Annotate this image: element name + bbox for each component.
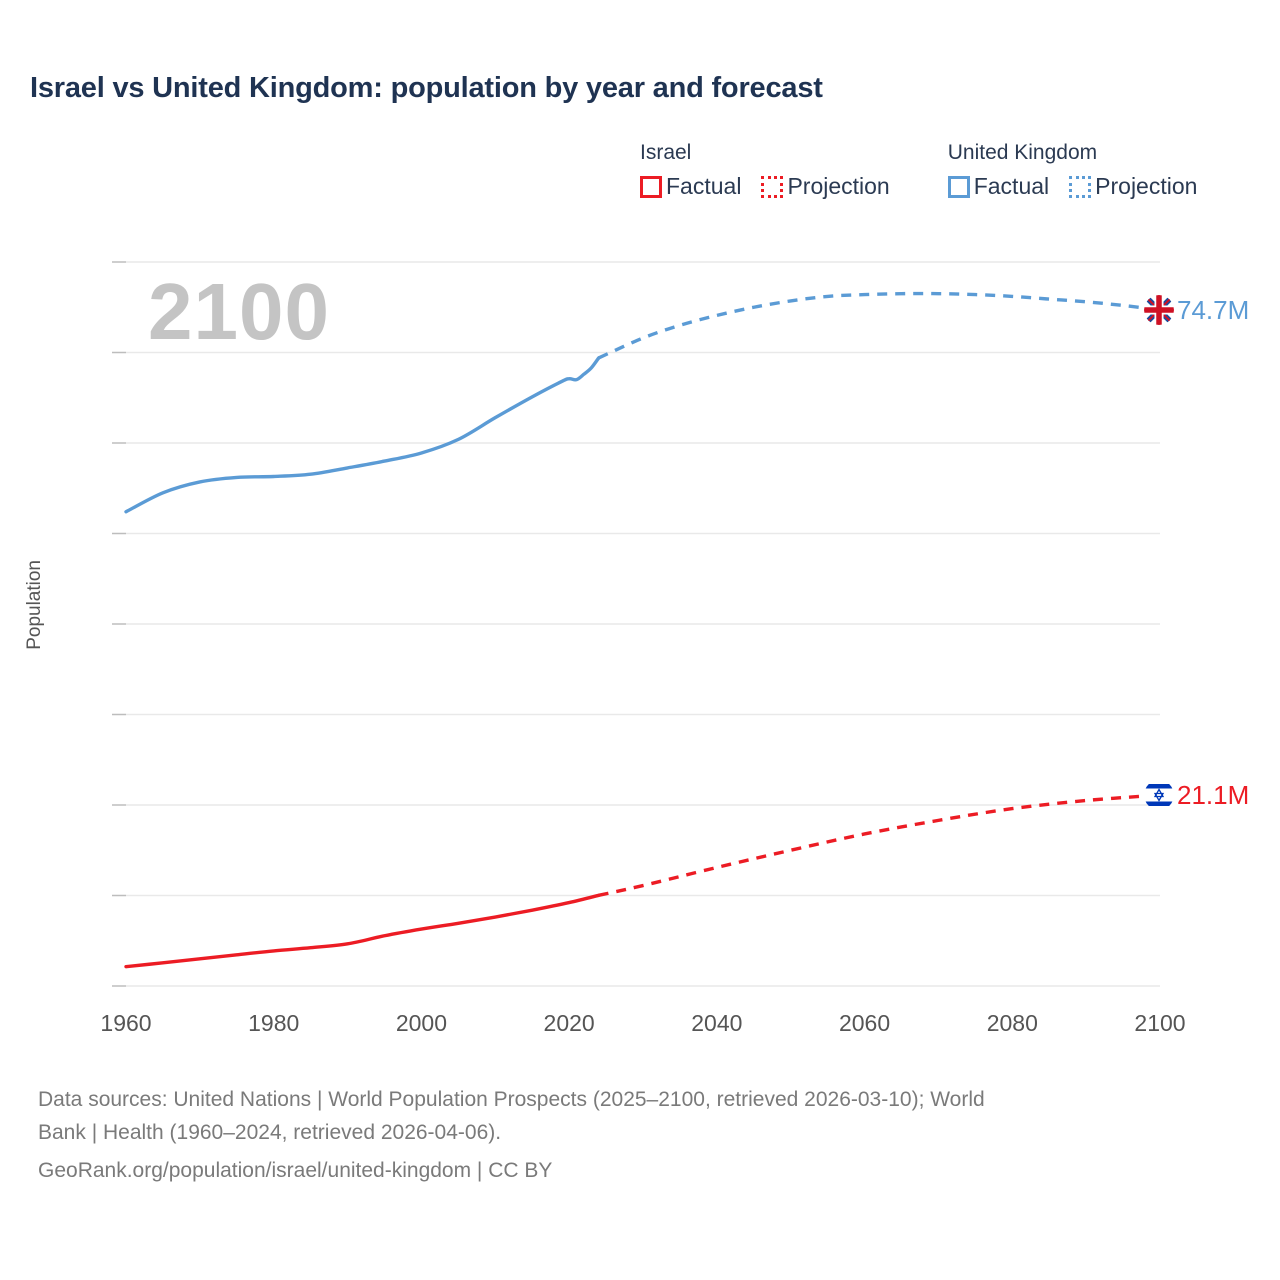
legend-item-israel-projection[interactable]: Projection	[761, 173, 890, 199]
legend-group-united-kingdom: United Kingdom Factual Projection	[947, 141, 1197, 199]
legend-label-uk-factual: Factual	[973, 173, 1050, 199]
end-value-united-kingdom: 74.7M	[1177, 294, 1250, 325]
x-tick-label: 2080	[986, 1010, 1038, 1036]
israel-flag-icon	[1144, 780, 1174, 811]
footer-line-3: GeoRank.org/population/israel/united-kin…	[38, 1159, 553, 1183]
line-factual-united-kingdom	[124, 356, 601, 514]
end-label-israel: 21.1M	[1144, 780, 1250, 811]
end-value-israel: 21.1M	[1177, 780, 1250, 811]
end-label-united-kingdom: 74.7M	[1144, 294, 1250, 325]
x-tick-label: 2040	[691, 1010, 743, 1036]
legend-swatch-dotted-red-icon	[761, 175, 784, 198]
legend-swatch-dotted-blue-icon	[1069, 175, 1092, 198]
united-kingdom-flag-icon	[1144, 294, 1174, 325]
footer-line-1: Data sources: United Nations | World Pop…	[38, 1088, 985, 1111]
x-tick-label: 2100	[1134, 1010, 1186, 1036]
series-lines	[124, 291, 1161, 969]
legend-swatch-solid-blue-icon	[947, 175, 970, 198]
line-factual-israel	[124, 893, 601, 969]
x-tick-label: 1960	[100, 1010, 152, 1036]
x-tick-label: 2000	[395, 1010, 448, 1036]
footer: Data sources: United Nations | World Pop…	[38, 1084, 1238, 1188]
legend-group-title-united-kingdom: United Kingdom	[947, 141, 1098, 164]
line-projection-israel	[598, 793, 1161, 897]
x-tick-label: 2060	[838, 1010, 891, 1036]
legend-label-israel-projection: Projection	[787, 173, 890, 199]
legend-item-uk-factual[interactable]: Factual	[947, 173, 1050, 199]
page-title: Israel vs United Kingdom: population by …	[30, 72, 823, 104]
legend-swatch-solid-red-icon	[640, 175, 662, 198]
legend-group-title-israel: Israel	[640, 141, 692, 164]
year-watermark: 2100	[148, 267, 330, 356]
legend-item-israel-factual[interactable]: Factual	[640, 175, 741, 198]
line-projection-united-kingdom	[597, 291, 1161, 360]
legend-label-israel-factual: Factual	[666, 173, 742, 199]
legend-group-israel: Israel Factual Projection	[640, 142, 890, 198]
legend-item-uk-projection[interactable]: Projection	[1069, 175, 1197, 198]
legend: Israel Factual Projection United Kingdom…	[640, 142, 1197, 198]
x-tick-label: 1980	[248, 1010, 300, 1036]
legend-label-uk-projection: Projection	[1095, 173, 1198, 199]
footer-line-2: Bank | Health (1960–2024, retrieved 2026…	[38, 1120, 502, 1144]
gridlines	[112, 261, 1160, 987]
x-tick-label: 2020	[543, 1010, 595, 1036]
